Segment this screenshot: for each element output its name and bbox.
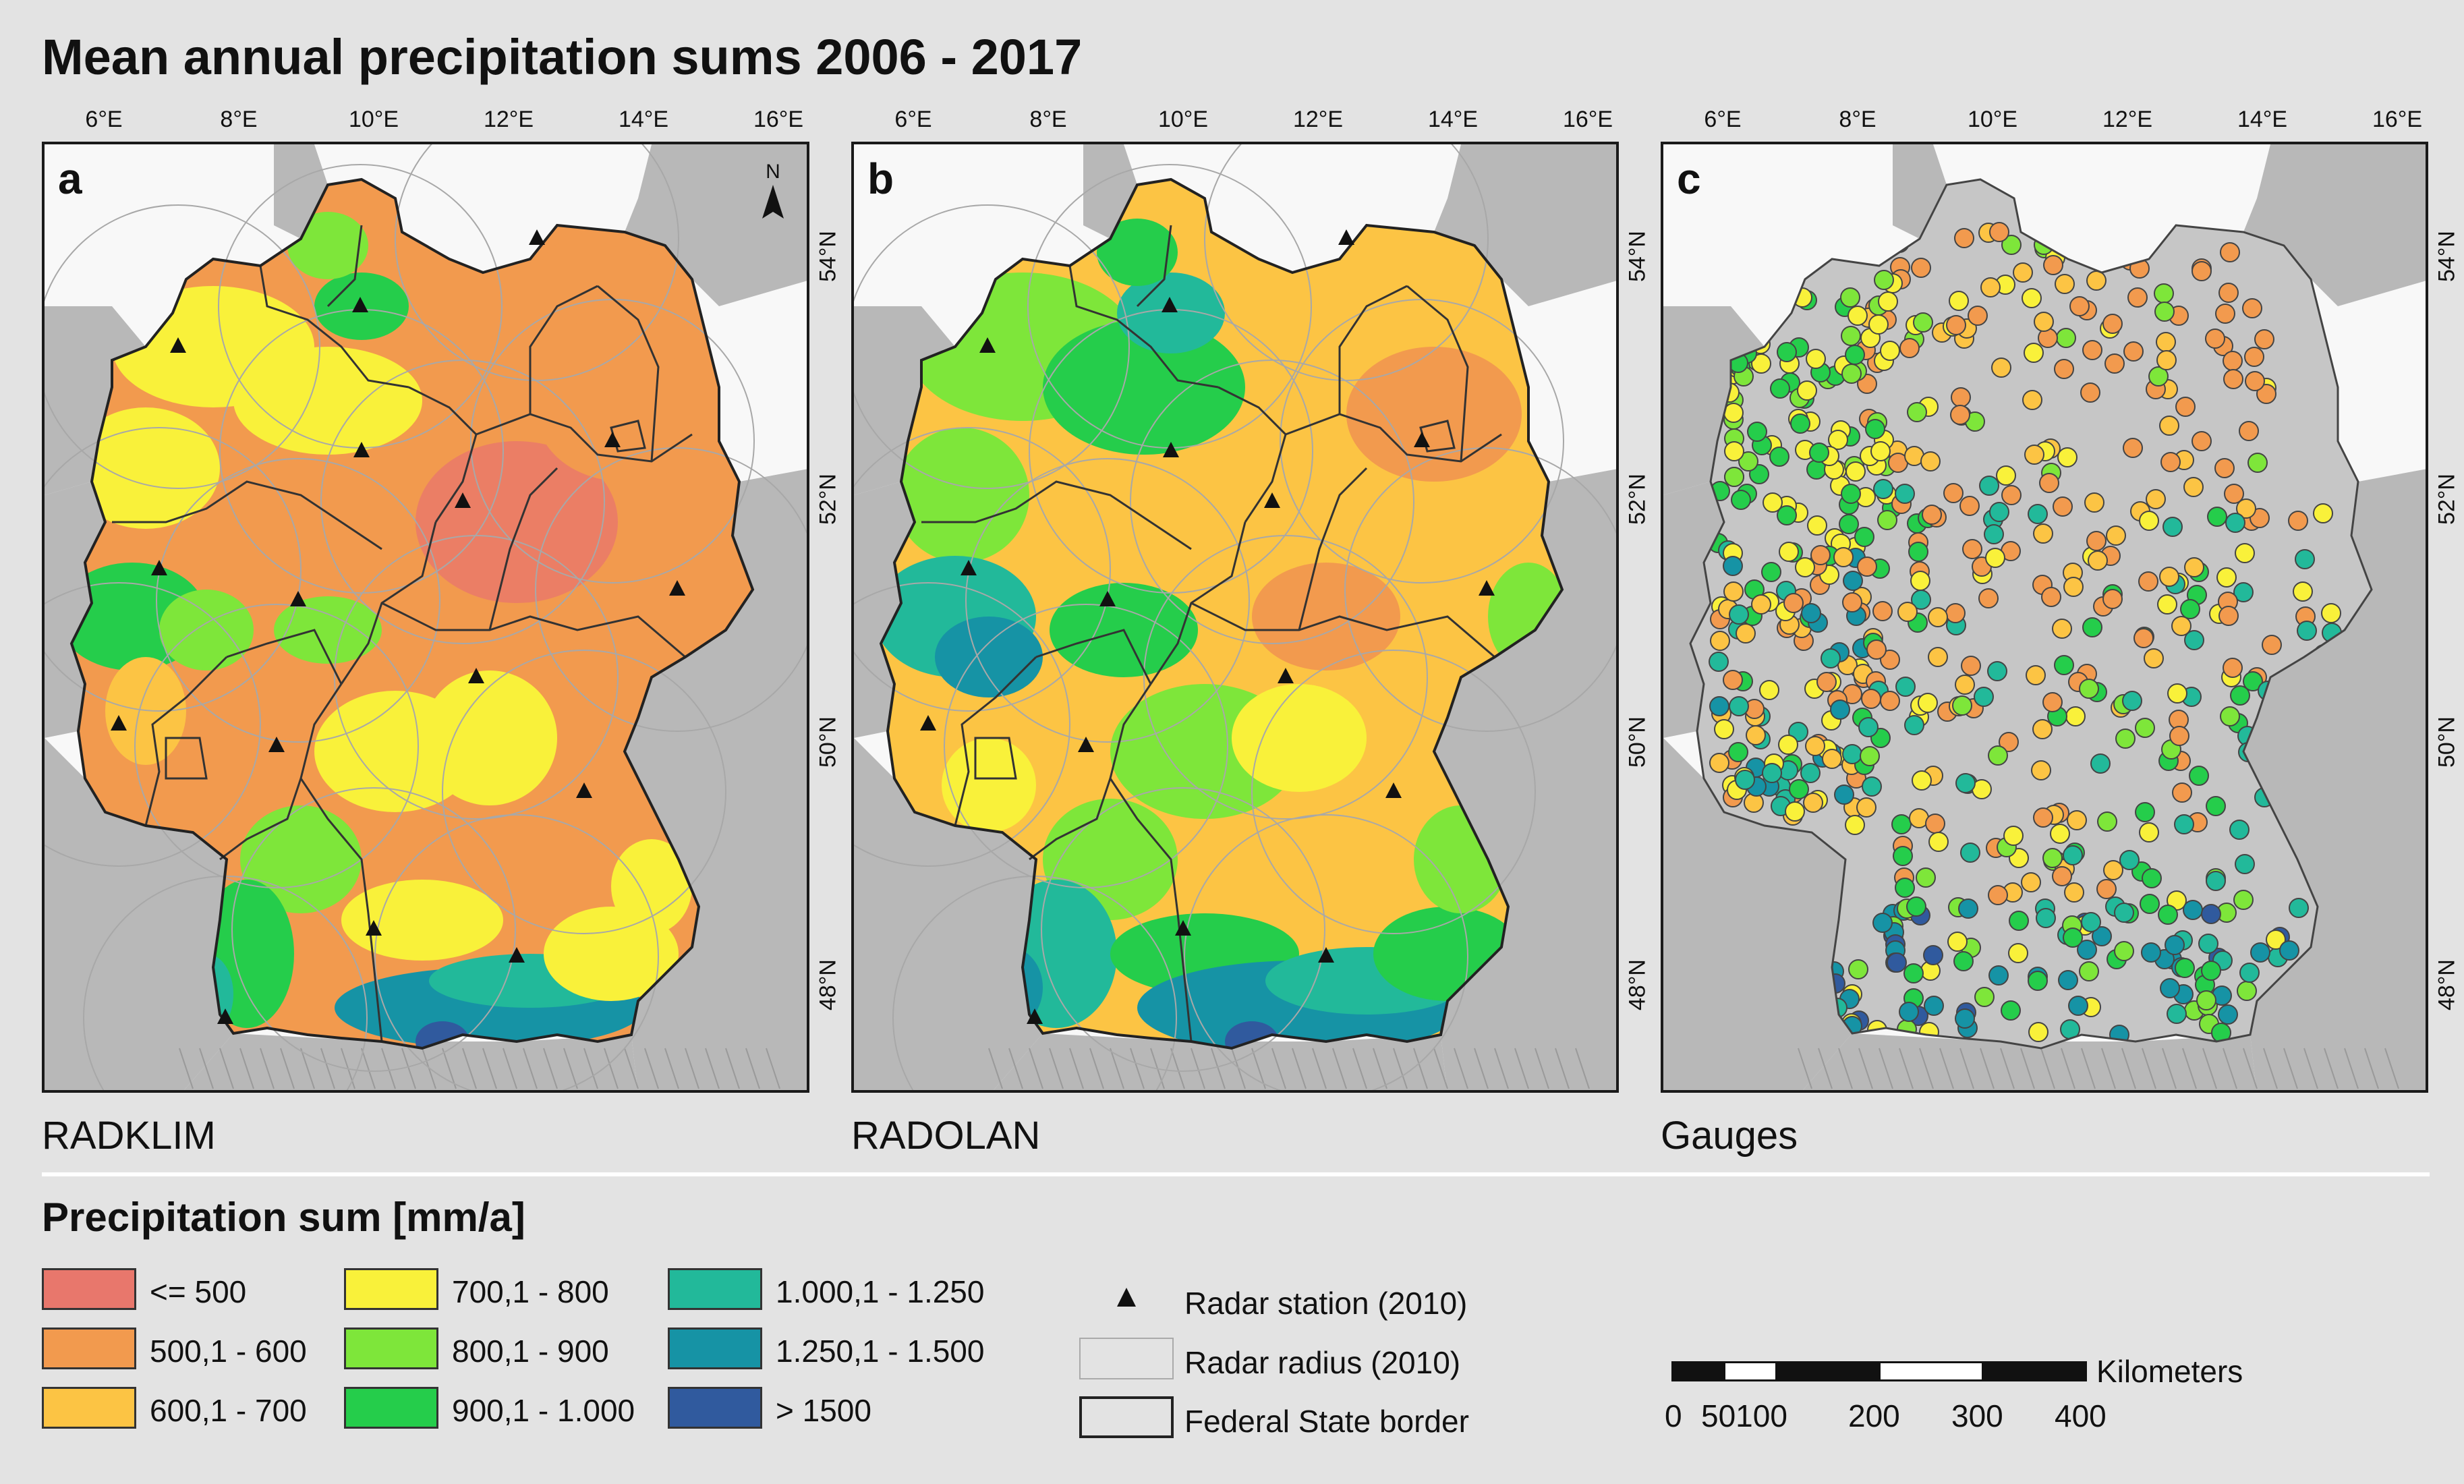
panel-name: RADOLAN xyxy=(851,1114,1041,1158)
map-panel-gauges: c 6°E 8°E 10°E 12°E 14°E 16°E 54°N 52°N 50°N 48°… xyxy=(1661,107,2460,1158)
x-tick-label: 10°E xyxy=(348,107,399,132)
x-tick-label: 16°E xyxy=(2372,107,2423,132)
x-tick-label: 16°E xyxy=(753,107,804,132)
scale-label: 300 xyxy=(1951,1398,2003,1433)
x-tick-label: 14°E xyxy=(2237,107,2288,132)
scale-label: 400 xyxy=(2055,1398,2107,1433)
y-tick-label: 50°N xyxy=(2434,716,2460,768)
scale-label: 50100 xyxy=(1701,1398,1787,1433)
x-tick-label: 8°E xyxy=(220,107,258,132)
x-tick-label: 12°E xyxy=(483,107,534,132)
legend-swatch xyxy=(668,1268,762,1310)
map-panel-radolan: b 6°E 8°E 10°E 12°E 14°E 16°E 54°N 52°N 50°N 48°… xyxy=(851,107,1651,1158)
x-tick-label: 10°E xyxy=(1157,107,1209,132)
scale-label: 200 xyxy=(1848,1398,1900,1433)
map-frame xyxy=(851,142,1619,1093)
precipitation-map xyxy=(854,144,1616,1090)
y-tick-label: 50°N xyxy=(1624,716,1651,768)
triangle-icon xyxy=(1117,1288,1136,1307)
figure-title: Mean annual precipitation sums 2006 - 20… xyxy=(42,29,1083,85)
x-tick-label: 6°E xyxy=(894,107,932,132)
legend-symbol-label: Radar station (2010) xyxy=(1184,1286,1468,1321)
legend-label: 600,1 - 700 xyxy=(150,1393,307,1428)
legend-label: 1.250,1 - 1.500 xyxy=(776,1334,985,1369)
legend-swatch xyxy=(344,1268,438,1310)
panel-letter: c xyxy=(1677,154,1701,203)
legend-symbol-label: Radar radius (2010) xyxy=(1184,1345,1461,1380)
x-tick-label: 14°E xyxy=(618,107,669,132)
legend-swatch xyxy=(42,1328,136,1369)
legend-swatch xyxy=(42,1387,136,1429)
x-tick-label: 16°E xyxy=(1562,107,1613,132)
y-tick-label: 48°N xyxy=(2434,959,2460,1010)
panel-letter: a xyxy=(58,154,82,203)
y-tick-label: 52°N xyxy=(2434,474,2460,525)
y-tick-label: 50°N xyxy=(815,716,841,768)
x-tick-label: 6°E xyxy=(1704,107,1742,132)
map-panel-radklim: N a 6°E 8°E 10°E 12°E 14°E 16°E 54°N 52°N 50°N 4… xyxy=(42,107,841,1158)
legend-swatch xyxy=(668,1387,762,1429)
x-tick-label: 14°E xyxy=(1427,107,1479,132)
x-tick-label: 10°E xyxy=(1967,107,2018,132)
thick-box-icon xyxy=(1079,1396,1174,1438)
y-tick-label: 48°N xyxy=(1624,959,1651,1010)
map-frame xyxy=(1661,142,2428,1093)
map-frame: N xyxy=(42,142,809,1093)
legend-label: 500,1 - 600 xyxy=(150,1334,307,1369)
legend-label: 700,1 - 800 xyxy=(452,1274,609,1309)
legend-swatch xyxy=(42,1268,136,1310)
x-tick-label: 12°E xyxy=(2102,107,2153,132)
x-tick-label: 8°E xyxy=(1029,107,1067,132)
x-tick-label: 12°E xyxy=(1292,107,1344,132)
y-tick-label: 52°N xyxy=(1624,474,1651,525)
gauge-map xyxy=(1663,144,2426,1090)
x-tick-label: 6°E xyxy=(85,107,123,132)
precipitation-map: N xyxy=(45,144,807,1090)
legend-label: > 1500 xyxy=(776,1393,871,1428)
scale-label: 0 xyxy=(1665,1398,1682,1433)
x-tick-label: 8°E xyxy=(1839,107,1876,132)
panel-name: Gauges xyxy=(1661,1114,1798,1158)
legend-symbol-label: Federal State border xyxy=(1184,1404,1469,1439)
y-tick-label: 54°N xyxy=(1624,231,1651,282)
y-tick-label: 52°N xyxy=(815,474,841,525)
legend-swatch xyxy=(344,1328,438,1369)
panel-name: RADKLIM xyxy=(42,1114,216,1158)
panel-letter: b xyxy=(867,154,894,203)
legend-label: <= 500 xyxy=(150,1274,247,1309)
legend-swatch xyxy=(344,1387,438,1429)
legend-label: 1.000,1 - 1.250 xyxy=(776,1274,985,1309)
legend-swatch xyxy=(668,1328,762,1369)
legend-title: Precipitation sum [mm/a] xyxy=(42,1195,525,1240)
svg-text:N: N xyxy=(766,161,780,183)
legend-label: 800,1 - 900 xyxy=(452,1334,609,1369)
y-tick-label: 54°N xyxy=(815,231,841,282)
section-divider xyxy=(42,1172,2430,1176)
thin-box-icon xyxy=(1079,1338,1174,1379)
scale-bar xyxy=(1671,1361,2211,1386)
y-tick-label: 54°N xyxy=(2434,231,2460,282)
scale-unit: Kilometers xyxy=(2096,1354,2243,1389)
y-tick-label: 48°N xyxy=(815,959,841,1010)
legend-label: 900,1 - 1.000 xyxy=(452,1393,635,1428)
